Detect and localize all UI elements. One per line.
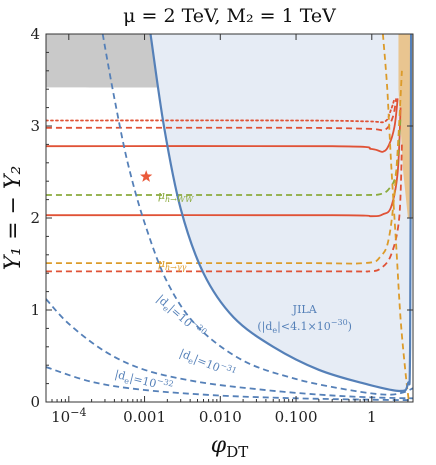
y-tick-label: 0: [30, 393, 40, 411]
chart-title: μ = 2 TeV, M₂ = 1 TeV: [123, 5, 336, 27]
series-line-blue-9: [101, 34, 413, 396]
x-tick-label: 1: [367, 408, 377, 426]
x-axis-title: φDT: [211, 433, 248, 461]
x-tick-label: 0.100: [275, 408, 318, 426]
annotation-jila-title: JILA: [292, 303, 318, 316]
series-line-blue-8: [149, 34, 413, 393]
series-line-orange-6: [46, 70, 403, 265]
annotation-h-ww: μh→WW: [158, 189, 194, 204]
y-tick-label: 3: [30, 117, 40, 135]
star-marker: [140, 170, 153, 182]
series-line-red-2: [46, 98, 399, 153]
x-axis-title-main: φ: [211, 433, 227, 458]
tick-layer: 0 1 2 3 4 10−4 0.001 0.010 0.100 1: [30, 25, 413, 426]
x-tick-label: 0.001: [123, 408, 166, 426]
region-jila: [150, 34, 413, 391]
series-line-red-4: [46, 144, 403, 273]
annotation-de30: |de|=10−30: [153, 291, 209, 343]
series-line-red-0: [46, 97, 396, 124]
annotation-de31: |de|=10−31: [177, 345, 238, 383]
x-axis-title-sub: DT: [226, 443, 248, 461]
x-tick-label: 0.010: [199, 408, 242, 426]
series-line-red-1: [46, 98, 398, 132]
annotation-h-gammagamma: μh→γγ: [158, 257, 187, 272]
region-layer: [46, 34, 413, 391]
x-tick-label: 10−4: [51, 406, 86, 426]
series-line-red-3: [46, 107, 402, 218]
series-line-orange-7: [382, 34, 410, 402]
line-layer: [46, 34, 413, 402]
y-axis-title: Y₁ = − Y₂: [1, 166, 26, 271]
y-tick-label: 4: [30, 25, 40, 43]
y-tick-label: 1: [30, 301, 40, 319]
annotation-de32: |de|=10−32: [113, 366, 175, 397]
annotation-jila-limit: (|de|<4.1×10−30): [257, 318, 352, 335]
y-tick-label: 2: [30, 209, 40, 227]
